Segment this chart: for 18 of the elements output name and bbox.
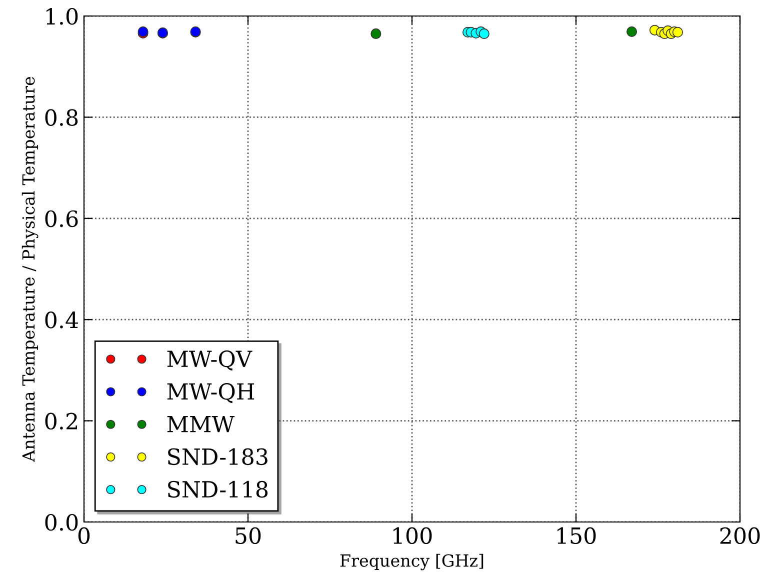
x-axis-title: Frequency [GHz] xyxy=(340,554,484,570)
y-tick-label: 0.4 xyxy=(45,312,78,328)
legend-label: MW-QV xyxy=(167,350,252,370)
x-tick-label: 0 xyxy=(78,527,90,544)
y-axis-title: Antenna Temperature / Physical Temperature xyxy=(22,76,38,462)
y-tick-label: 0.2 xyxy=(45,412,77,430)
legend-label: MMW xyxy=(167,416,235,432)
y-tick-label: 0.8 xyxy=(45,109,78,126)
legend-label: SND-183 xyxy=(168,448,268,466)
legend-label: MW-QH xyxy=(167,383,254,404)
y-tick-label: 0.6 xyxy=(45,210,78,228)
y-tick-label: 1.0 xyxy=(46,8,78,25)
y-tick-label: 0.0 xyxy=(45,514,78,531)
x-tick-label: 200 xyxy=(720,527,760,544)
legend-label: SND-118 xyxy=(168,480,268,498)
x-tick-label: 50 xyxy=(236,527,261,544)
x-tick-label: 100 xyxy=(394,527,432,544)
x-tick-label: 150 xyxy=(558,527,596,544)
